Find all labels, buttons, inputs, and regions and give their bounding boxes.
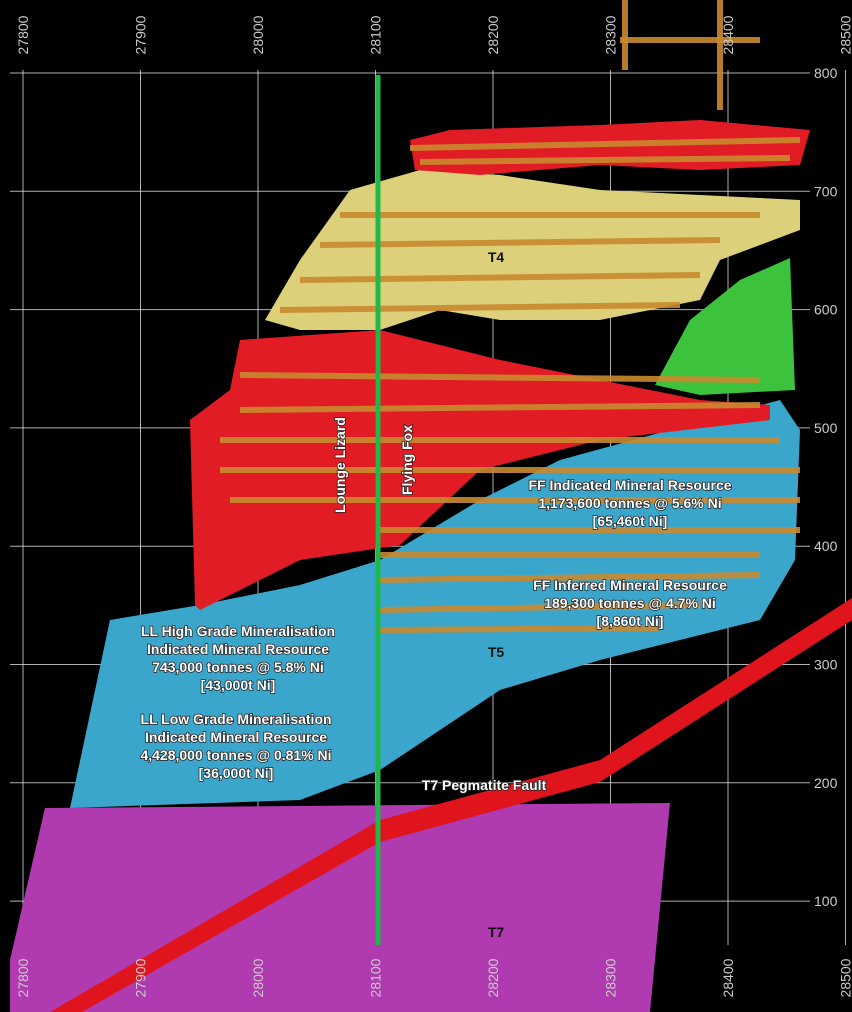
y-label: 700 [814,183,838,199]
resource-line: FF Indicated Mineral Resource [528,477,731,493]
green-lens [655,258,795,395]
t4-lens [265,170,800,330]
resource-line: Indicated Mineral Resource [147,641,329,657]
x-label-top: 28100 [368,15,384,54]
x-label-bottom: 27900 [133,958,149,997]
resource-line: 1,173,600 tonnes @ 5.6% Ni [538,495,721,511]
flying-fox-label: Flying Fox [399,425,415,495]
pegmatite-fault [50,598,852,1012]
ore-drives [220,0,801,633]
x-label-top: 27900 [133,15,149,54]
resource-line: [36,000t Ni] [199,765,274,781]
x-label-top: 27800 [15,15,31,54]
resource-line: 4,428,000 tonnes @ 0.81% Ni [140,747,331,763]
resource-line: [8,860t Ni] [597,613,664,629]
resource-labels: FF Indicated Mineral Resource 1,173,600 t… [140,476,733,782]
t4-label: T4 [488,249,505,265]
resource-line: 189,300 tonnes @ 4.7% Ni [544,595,716,611]
x-label-top: 28200 [485,15,501,54]
fault-label: T7 Pegmatite Fault [422,777,547,793]
x-label-bottom: 28400 [720,958,736,997]
y-label: 300 [814,657,838,673]
resource-line: FF Inferred Mineral Resource [533,577,727,593]
t7-label: T7 [488,924,505,940]
t7-lens [10,803,670,1012]
y-label: 400 [814,538,838,554]
x-label-top: 28000 [250,15,266,54]
resource-line: LL Low Grade Mineralisation [140,711,331,727]
lounge-lizard-label: Lounge Lizard [332,417,348,513]
y-label: 500 [814,420,838,436]
y-label: 200 [814,775,838,791]
resource-line: [43,000t Ni] [201,677,276,693]
x-label-top: 28500 [838,15,852,54]
resource-line: LL High Grade Mineralisation [141,623,335,639]
x-label-bottom: 28200 [485,958,501,997]
resource-line: [65,460t Ni] [593,513,668,529]
y-label: 100 [814,893,838,909]
resource-line: Indicated Mineral Resource [145,729,327,745]
x-label-bottom: 28300 [603,958,619,997]
x-label-bottom: 28100 [368,958,384,997]
t5-label: T5 [488,644,505,660]
x-label-bottom: 28500 [838,958,852,997]
x-label-top: 28300 [603,15,619,54]
y-label: 600 [814,302,838,318]
y-label: 800 [814,65,838,81]
x-label-top: 28400 [720,15,736,54]
x-label-bottom: 28000 [250,958,266,997]
resource-line: 743,000 tonnes @ 5.8% Ni [152,659,324,675]
x-label-bottom: 27800 [15,958,31,997]
